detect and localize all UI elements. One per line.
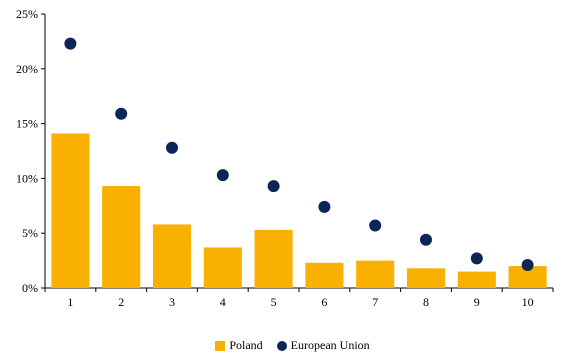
- point-eu: [318, 200, 331, 213]
- y-axis: 0% 5% 10% 15% 20% 25%: [16, 7, 46, 295]
- x-tick-label: 5: [271, 295, 277, 309]
- point-eu: [64, 37, 77, 50]
- bar-poland: [406, 268, 446, 288]
- legend-entry-eu: European Union: [276, 338, 370, 353]
- poland-bars: [51, 133, 547, 288]
- x-tick-label: 9: [474, 295, 480, 309]
- chart: 0% 5% 10% 15% 20% 25% 1 2 3 4 5 6 7 8 9 10: [16, 7, 554, 309]
- point-eu: [369, 219, 382, 232]
- x-tick-label: 4: [220, 295, 226, 309]
- x-tick-label: 7: [372, 295, 378, 309]
- y-tick-label: 5%: [22, 226, 38, 240]
- legend-swatch-poland: [215, 340, 226, 351]
- x-axis: 1 2 3 4 5 6 7 8 9 10: [44, 287, 554, 309]
- legend-swatch-eu: [276, 340, 287, 351]
- bar-poland: [102, 186, 141, 288]
- bar-poland: [152, 224, 192, 288]
- legend-label-poland: Poland: [229, 338, 263, 352]
- bar-poland: [508, 266, 547, 288]
- bar-poland: [203, 247, 242, 288]
- x-tick-label: 6: [321, 295, 327, 309]
- bar-poland: [356, 260, 395, 288]
- y-tick-label: 25%: [16, 7, 38, 21]
- y-tick-label: 10%: [16, 171, 38, 185]
- y-tick-label: 15%: [16, 117, 38, 131]
- bar-poland: [254, 229, 293, 288]
- point-eu: [521, 258, 534, 271]
- y-tick-label: 20%: [16, 62, 38, 76]
- point-eu: [166, 141, 178, 154]
- legend-entry-poland: Poland: [215, 338, 263, 353]
- point-eu: [115, 107, 128, 120]
- x-tick-label: 2: [118, 295, 124, 309]
- y-tick-label: 0%: [22, 281, 38, 295]
- point-eu: [470, 252, 483, 265]
- bar-poland: [51, 133, 90, 288]
- legend: Poland European Union: [0, 338, 585, 353]
- point-eu: [267, 180, 280, 193]
- point-eu: [216, 169, 229, 182]
- x-tick-label: 1: [67, 295, 73, 309]
- eu-points: [64, 37, 534, 271]
- legend-label-eu: European Union: [290, 338, 370, 352]
- bar-poland: [457, 271, 496, 288]
- x-tick-label: 3: [169, 295, 175, 309]
- x-tick-label: 8: [423, 295, 429, 309]
- point-eu: [420, 233, 432, 246]
- x-tick-label: 10: [522, 295, 534, 309]
- bar-poland: [305, 262, 344, 288]
